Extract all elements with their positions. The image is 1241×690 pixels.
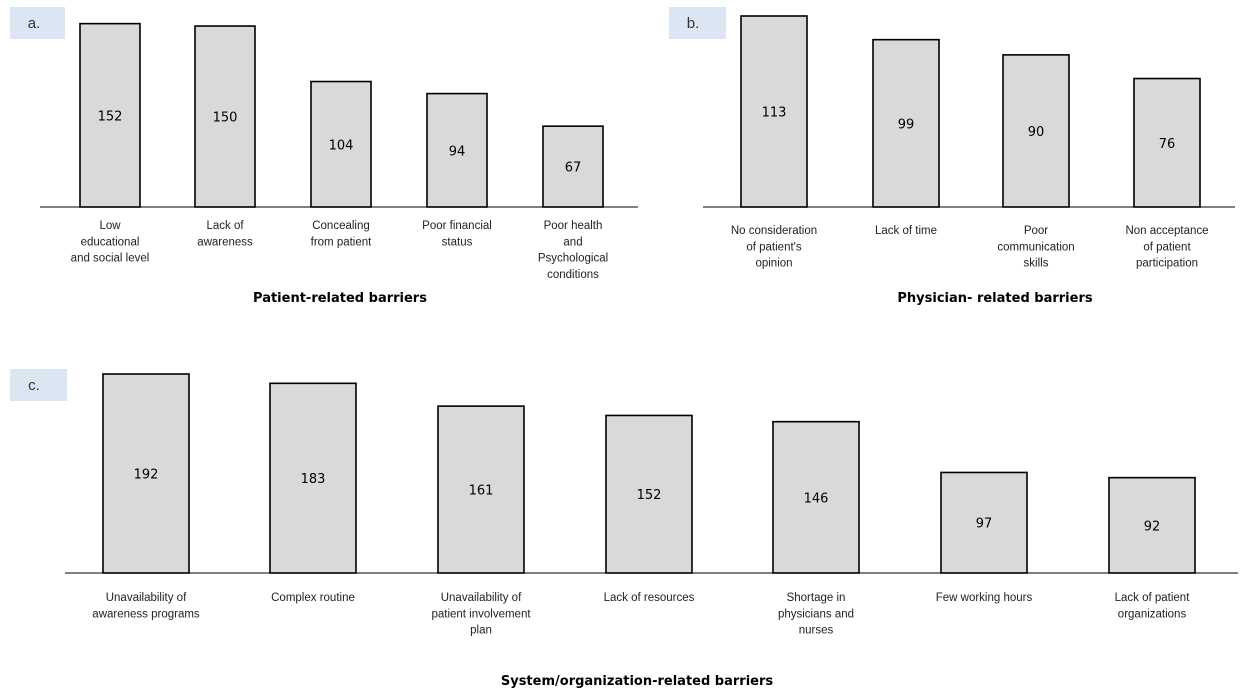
data-label: 92	[1144, 519, 1161, 534]
data-label: 152	[98, 109, 123, 124]
data-label: 104	[329, 138, 354, 153]
category-tick-label: Unavailability of patient involvement plan	[431, 592, 531, 637]
bar	[772, 420, 860, 574]
data-label: 97	[976, 517, 993, 532]
data-label: 99	[898, 117, 915, 132]
panel-label: b.	[687, 15, 700, 32]
data-label: 152	[637, 488, 662, 503]
x-axis-title: Physician- related barriers	[897, 291, 1092, 306]
bar	[872, 38, 940, 208]
panel-tag-background	[10, 369, 67, 401]
category-tick-label: Shortage in physicians and nurses	[778, 592, 854, 637]
bar	[437, 405, 525, 574]
category-tick-label: Low educational and social level	[71, 220, 150, 265]
data-label: 192	[134, 468, 159, 483]
panel-label: a.	[28, 15, 41, 32]
category-tick-label: Few working hours	[936, 592, 1033, 604]
category-tick-label: Lack of patient organizations	[1115, 592, 1191, 620]
data-label: 150	[213, 111, 238, 126]
bar	[102, 373, 190, 574]
bar	[269, 382, 357, 574]
bar	[740, 15, 808, 208]
chart-panel-c: c. 192 Unavailability of awareness programs…	[10, 369, 1238, 689]
bar	[1108, 476, 1196, 574]
category-tick-label: Lack of awareness	[197, 220, 253, 248]
data-label: 90	[1028, 125, 1045, 140]
chart-panel-a: a. 152 Low educational and social level 150 La…	[10, 7, 638, 306]
data-label: 183	[301, 472, 326, 487]
bar	[194, 25, 256, 208]
data-label: 146	[804, 491, 829, 506]
category-tick-label: Lack of time	[875, 225, 937, 237]
x-axis-title: System/organization-related barriers	[501, 674, 774, 689]
data-label: 161	[469, 484, 494, 499]
bar	[79, 22, 141, 208]
category-tick-label: Poor health and Psychological conditions	[538, 220, 608, 281]
chart-panel-b: b. 113 No consideration of patient's opinion…	[669, 7, 1235, 306]
data-label: 67	[565, 161, 582, 176]
category-tick-label: Concealing from patient	[311, 220, 373, 248]
bar	[310, 80, 372, 208]
data-label: 113	[762, 106, 787, 121]
category-tick-label: Lack of resources	[604, 592, 695, 604]
bar	[940, 471, 1028, 574]
category-tick-label: No consideration of patient's opinion	[731, 225, 817, 270]
category-tick-label: Poor financial status	[422, 220, 492, 248]
bar	[1002, 54, 1070, 208]
category-tick-label: Non acceptance of patient participation	[1125, 225, 1208, 270]
bar	[605, 414, 693, 574]
data-label: 94	[449, 144, 466, 159]
category-tick-label: Poor communication skills	[997, 225, 1074, 270]
data-label: 76	[1159, 137, 1176, 152]
panel-tag-background	[669, 7, 726, 39]
category-tick-label: Complex routine	[271, 592, 355, 604]
category-tick-label: Unavailability of awareness programs	[92, 592, 200, 620]
panel-label: c.	[28, 377, 40, 394]
panel-tag-background	[10, 7, 65, 39]
x-axis-title: Patient-related barriers	[253, 291, 427, 306]
